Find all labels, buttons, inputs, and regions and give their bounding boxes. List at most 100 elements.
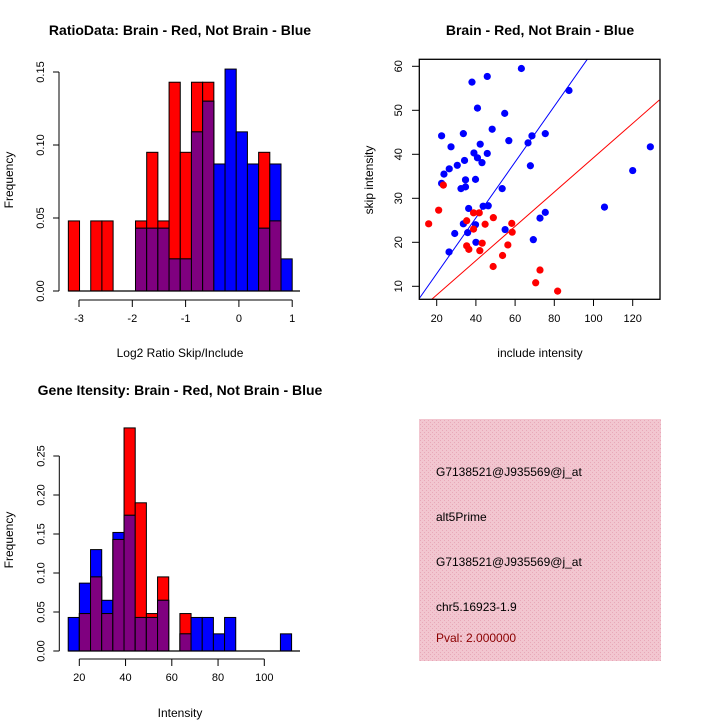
x-tick-label: 120 (624, 313, 642, 325)
point-brain (508, 219, 516, 227)
y-tick-label: 50 (393, 104, 405, 116)
x-tick-label: 20 (431, 313, 443, 325)
point-not-brain (526, 162, 534, 170)
bar-overlap (157, 227, 170, 292)
y-tick-label: 0.15 (35, 61, 47, 82)
point-not-brain (476, 140, 484, 148)
bar-overlap (146, 227, 159, 292)
point-not-brain (465, 204, 473, 213)
point-brain (465, 245, 473, 253)
point-brain (508, 228, 516, 236)
point-not-brain (529, 236, 537, 244)
point-brain (476, 247, 484, 255)
bar-not-brain (235, 131, 248, 292)
point-not-brain (565, 86, 573, 95)
y-tick-label: 0.10 (35, 134, 47, 155)
x-tick-label: 80 (548, 313, 560, 325)
probe-id-2: G7138521@J935569@j_at (436, 555, 582, 569)
bar-not-brain (280, 258, 293, 292)
y-tick-label: 0.20 (35, 484, 47, 505)
bar-not-brain (224, 616, 237, 652)
x-tick-label: 40 (119, 672, 131, 684)
point-brain (481, 220, 489, 228)
scatter-title: Brain - Red, Not Brain - Blue (446, 22, 634, 38)
x-tick-label: 100 (255, 672, 273, 684)
point-brain (532, 279, 540, 287)
x-tick-label: 80 (212, 672, 224, 684)
point-brain (463, 217, 471, 225)
point-not-brain (468, 78, 476, 86)
point-not-brain (460, 156, 469, 165)
y-tick-label: 0.10 (35, 562, 47, 583)
bar-not-brain (190, 616, 203, 652)
y-tick-label: 0.05 (35, 601, 47, 622)
point-not-brain (461, 176, 470, 184)
bar-overlap (258, 227, 271, 292)
bar-overlap (112, 538, 125, 652)
y-tick-label: 0.25 (35, 445, 47, 466)
chromosome-location: chr5.16923-1.9 (436, 600, 517, 614)
y-tick-label: 0.15 (35, 523, 47, 544)
trend-line-blue (419, 59, 588, 299)
point-not-brain (483, 149, 491, 158)
x-tick-label: 1 (289, 313, 295, 325)
bar-overlap (134, 227, 148, 292)
point-brain (475, 209, 483, 217)
bar-overlap (168, 258, 181, 292)
probe-id: G7138521@J935569@j_at (436, 465, 582, 479)
point-brain (536, 266, 544, 274)
plot-box (418, 58, 661, 300)
gene-intensity-histogram: Gene Itensity: Brain - Red, Not Brain - … (2, 382, 323, 720)
bar-not-brain (212, 633, 226, 652)
point-not-brain (501, 225, 509, 234)
point-brain (554, 287, 562, 295)
point-not-brain (440, 170, 448, 178)
bar-not-brain (213, 163, 226, 292)
point-brain (489, 214, 497, 222)
gene-histogram-xlabel: Intensity (158, 706, 203, 720)
x-tick-label: 20 (73, 672, 85, 684)
point-not-brain (464, 229, 472, 237)
regression-lines (419, 59, 660, 300)
bar-overlap (101, 613, 114, 652)
bar-overlap (190, 131, 204, 292)
point-not-brain (528, 132, 536, 140)
bar-brain (90, 220, 103, 292)
gene-histogram-ylabel: Frequency (2, 512, 16, 569)
y-tick-label: 0.00 (35, 640, 47, 661)
bar-brain (67, 220, 81, 292)
point-not-brain (646, 143, 654, 151)
point-not-brain (541, 130, 549, 138)
point-brain (504, 241, 512, 249)
point-not-brain (484, 202, 492, 210)
point-not-brain (459, 130, 467, 138)
info-panel: G7138521@J935569@j_at alt5Prime G7138521… (419, 419, 661, 661)
point-not-brain (501, 109, 509, 117)
point-not-brain (471, 175, 480, 183)
point-not-brain (483, 72, 491, 81)
x-tick-label: -1 (181, 313, 191, 325)
scatter-xlabel: include intensity (497, 346, 582, 360)
point-not-brain (524, 139, 532, 147)
bar-overlap (134, 616, 147, 652)
bar-not-brain (279, 633, 293, 652)
bar-overlap (179, 633, 192, 652)
bar-overlap (202, 100, 215, 292)
point-not-brain (451, 229, 459, 238)
x-tick-label: 60 (509, 313, 521, 325)
y-tick-label: 40 (393, 148, 405, 160)
x-tick-label: 0 (236, 313, 242, 325)
bar-overlap (179, 258, 192, 292)
x-tick-label: 100 (584, 313, 602, 325)
bar-overlap (78, 613, 92, 652)
x-tick-label: 60 (166, 672, 178, 684)
point-brain (489, 262, 497, 271)
point-not-brain (445, 165, 453, 173)
point-brain (469, 209, 478, 217)
point-not-brain (600, 203, 609, 211)
x-tick-label: -2 (127, 313, 137, 325)
point-brain (439, 181, 447, 189)
point-not-brain (472, 238, 480, 246)
point-brain (498, 251, 507, 260)
bar-not-brain (246, 163, 260, 292)
